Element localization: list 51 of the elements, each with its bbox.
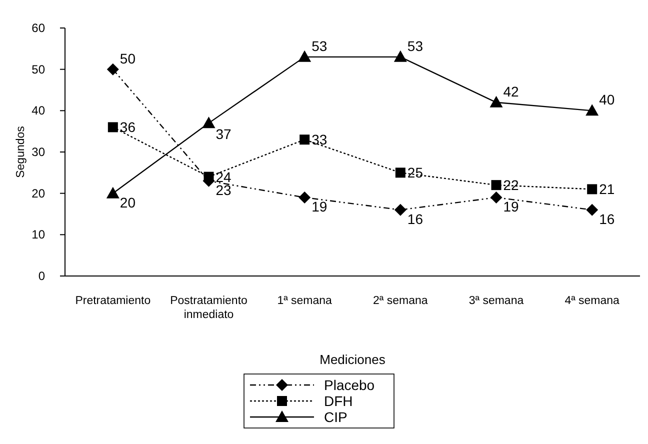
x-tick-label: Pretratamiento (75, 295, 151, 307)
point (204, 172, 214, 182)
point (587, 184, 598, 194)
data-label: 40 (599, 92, 615, 108)
y-tick-label: 0 (38, 269, 46, 283)
y-tick-label: 20 (32, 186, 46, 200)
y-tick-label: 50 (32, 62, 46, 76)
y-tick-label: 10 (32, 228, 46, 242)
point (300, 134, 310, 145)
point (298, 50, 312, 62)
legend-label: Placebo (324, 377, 375, 393)
point (394, 204, 406, 216)
point (490, 96, 503, 108)
data-label: 22 (503, 177, 520, 194)
point (202, 116, 216, 128)
point (491, 180, 502, 190)
data-label: 16 (407, 210, 424, 227)
y-tick-label: 30 (32, 145, 46, 159)
data-label: 53 (312, 38, 328, 54)
data-label: 36 (120, 119, 136, 136)
data-label: 33 (312, 132, 328, 148)
point (394, 50, 407, 62)
x-tick-label: 3ª semana (468, 295, 524, 307)
data-label: 25 (407, 164, 424, 181)
x-tick-label: 1ª semana (277, 295, 333, 307)
point (395, 168, 406, 178)
x-axis-title: Mediciones (320, 352, 386, 367)
point (106, 186, 120, 198)
x-tick-label: 4ª semana (564, 295, 620, 307)
point (106, 63, 119, 76)
point (490, 191, 502, 204)
data-label: 20 (120, 194, 136, 210)
point (586, 204, 598, 216)
data-label: 50 (120, 50, 136, 66)
y-tick-label: 40 (32, 104, 46, 118)
point (298, 191, 311, 204)
data-label: 37 (216, 126, 232, 142)
x-tick-label: Postratamiento inmediato (170, 295, 248, 321)
y-axis-title: Segundos (15, 126, 27, 178)
point (108, 122, 118, 132)
x-tick-label: 2ª semana (373, 295, 428, 307)
y-tick-label: 60 (32, 21, 46, 35)
point (586, 104, 599, 116)
data-label: 19 (503, 198, 520, 214)
data-label: 53 (407, 38, 424, 54)
legend-label: DFH (324, 393, 353, 409)
data-label: 42 (503, 83, 520, 100)
data-label: 21 (599, 181, 615, 198)
legend-label: CIP (324, 409, 348, 425)
data-label: 19 (312, 198, 328, 214)
data-label: 16 (599, 210, 615, 227)
